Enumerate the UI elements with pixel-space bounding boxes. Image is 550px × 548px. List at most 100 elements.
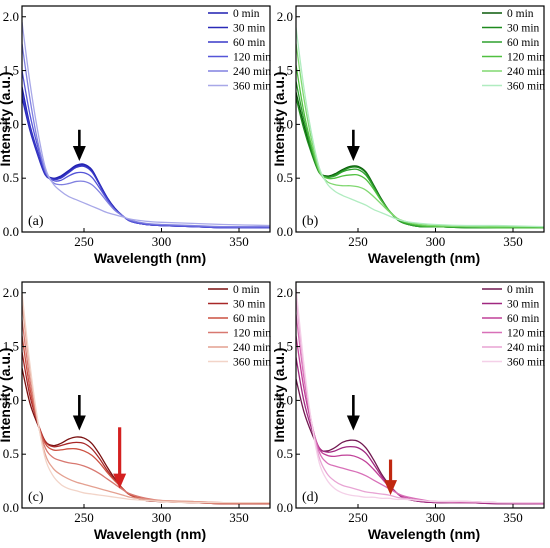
legend-label: 0 min [233,284,260,296]
legend-label: 60 min [233,313,266,325]
series-line-1 [296,378,544,505]
plot-frame [295,5,545,233]
legend-label: 120 min [507,52,545,64]
y-axis-title: Intensity (a.u.) [0,348,13,443]
x-tick-label: 350 [503,510,523,525]
x-axis-title: Wavelength (nm) [368,526,480,542]
y-tick-label: 1.0 [277,116,293,131]
x-tick-label: 300 [152,234,172,249]
x-tick-label: 300 [152,510,172,525]
series-line-6 [22,292,270,504]
series-line-6 [296,27,544,228]
series-line-5 [22,303,270,504]
panel-label: (c) [28,490,44,505]
series-line-1 [296,91,544,229]
y-tick-label: 0.0 [3,500,19,515]
y-tick-label: 2.0 [277,285,293,300]
legend-label: 120 min [233,328,271,340]
x-tick-label: 250 [74,234,94,249]
legend-label: 0 min [507,8,534,20]
legend-label: 360 min [233,81,271,93]
legend-label: 360 min [507,357,545,369]
series-line-4 [22,70,270,229]
annotation-arrow [346,395,360,431]
annotation-arrow [346,129,360,161]
y-tick-label: 0.5 [277,170,293,185]
series-lines [296,27,544,229]
legend: 0 min 30 min 60 min 120 min 240 min 360 min [482,8,545,93]
legend-label: 60 min [507,313,540,325]
x-tick-label: 250 [74,510,94,525]
x-tick-label: 300 [426,234,446,249]
series-line-3 [22,91,270,229]
y-tick-label: 0.0 [277,500,293,515]
x-axis-title: Wavelength (nm) [368,250,480,266]
series-line-3 [296,81,544,229]
legend-label: 60 min [233,37,266,49]
panel-label: (d) [302,490,319,505]
legend-label: 30 min [233,299,266,311]
y-tick-label: 2.0 [277,9,293,24]
y-tick-label: 2.0 [3,285,19,300]
series-line-6 [296,287,544,504]
series-lines [22,22,270,229]
annotation-arrow [113,427,127,489]
series-line-5 [22,43,270,228]
legend: 0 min 30 min 60 min 120 min 240 min 360 min [208,8,271,93]
y-tick-label: 0.5 [277,446,293,461]
y-tick-label: 1.5 [3,339,19,354]
series-line-1 [22,86,270,229]
legend-label: 240 min [233,342,271,354]
legend-label: 120 min [233,52,271,64]
series-line-2 [22,351,270,505]
plot-frame [21,281,271,509]
y-tick-label: 1.0 [3,392,19,407]
plot-frame [295,281,545,509]
y-tick-label: 1.5 [277,63,293,78]
x-tick-label: 300 [426,510,446,525]
x-tick-label: 250 [348,234,368,249]
legend-label: 0 min [507,284,534,296]
series-line-5 [296,43,544,228]
y-axis-title: Intensity (a.u.) [271,72,287,167]
series-line-2 [296,357,544,505]
legend-label: 30 min [507,299,540,311]
series-line-2 [22,97,270,229]
chart-panel-4: 0.0 0.5 1.0 1.5 2.0 250 300 350 Wavelength (nm) I… [271,281,545,542]
series-lines [22,292,270,505]
legend-label: 120 min [507,328,545,340]
panel-label: (a) [28,214,44,229]
legend: 0 min 30 min 60 min 120 min 240 min 360 min [482,284,545,369]
y-tick-label: 1.5 [3,63,19,78]
y-tick-label: 1.0 [3,116,19,131]
legend: 0 min 30 min 60 min 120 min 240 min 360 min [208,284,271,369]
y-tick-label: 2.0 [3,9,19,24]
y-tick-label: 0.5 [3,446,19,461]
series-lines [296,287,544,505]
x-tick-label: 350 [503,234,523,249]
legend-label: 30 min [507,23,540,35]
x-tick-label: 350 [229,510,249,525]
legend-label: 360 min [233,357,271,369]
y-tick-label: 0.0 [277,224,293,239]
legend-label: 240 min [507,342,545,354]
annotation-arrow [72,129,86,161]
y-tick-label: 1.0 [277,392,293,407]
legend-label: 60 min [507,37,540,49]
x-tick-label: 250 [348,510,368,525]
legend-label: 240 min [507,66,545,78]
legend-label: 240 min [233,66,271,78]
x-axis-title: Wavelength (nm) [94,250,206,266]
y-tick-label: 0.5 [3,170,19,185]
legend-label: 360 min [507,81,545,93]
legend-label: 30 min [233,23,266,35]
x-tick-label: 350 [229,234,249,249]
chart-panel-1: 0.0 0.5 1.0 1.5 2.0 250 300 350 Wavelength (nm) I… [0,5,271,266]
annotation-arrow [72,395,86,431]
y-tick-label: 0.0 [3,224,19,239]
y-tick-label: 1.5 [277,339,293,354]
series-line-2 [296,97,544,229]
y-axis-title: Intensity (a.u.) [271,348,287,443]
y-axis-title: Intensity (a.u.) [0,72,13,167]
plot-frame [21,5,271,233]
